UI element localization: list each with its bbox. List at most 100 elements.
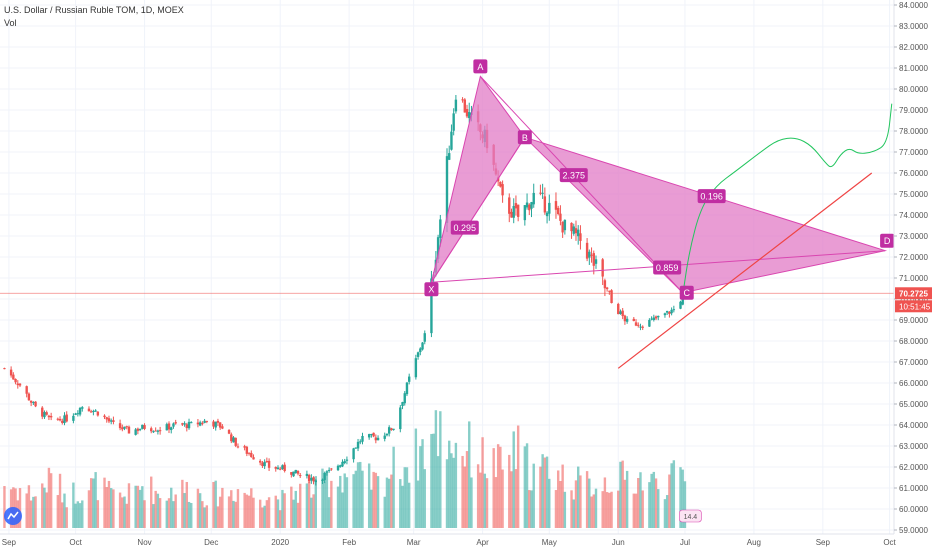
volume-bar [625, 470, 629, 528]
volume-bar [296, 502, 300, 528]
candle [672, 309, 676, 311]
ratio-label[interactable]: 2.375 [559, 168, 588, 183]
volume-bar [445, 459, 449, 528]
y-tick-label: 77.0000 [899, 148, 928, 157]
point-x-bg [424, 282, 439, 297]
candle [330, 468, 333, 470]
volume-bar [432, 433, 435, 528]
volume-bar [450, 453, 453, 528]
volume-bar [134, 485, 137, 528]
candle [374, 437, 378, 441]
volume-bar [494, 477, 498, 528]
ratio-label-bg [653, 260, 682, 275]
volume-bar [570, 490, 573, 528]
point-x-text: X [428, 285, 434, 295]
candle [359, 441, 362, 443]
ratio-label[interactable]: 0.196 [697, 189, 726, 204]
volume-bar [668, 474, 671, 528]
candle [9, 369, 13, 376]
volume-bar [78, 503, 82, 528]
candle [81, 407, 84, 409]
volume-bar [236, 489, 240, 528]
candle [654, 316, 658, 319]
volume-bar [47, 467, 51, 528]
candle [170, 427, 173, 431]
x-tick-label: Sep [2, 538, 17, 547]
candle [261, 462, 264, 466]
volume-bar [152, 504, 155, 528]
candle [399, 407, 402, 430]
volume-bar [601, 491, 604, 528]
volume-bar [650, 473, 653, 528]
candle [543, 196, 547, 213]
candle [121, 427, 124, 430]
volume-bar [198, 493, 202, 528]
volume-bar [227, 496, 231, 528]
candle [532, 192, 535, 205]
ratio-label-text: 0.859 [656, 263, 679, 273]
candle [617, 303, 620, 315]
candle [370, 434, 373, 436]
candle [165, 424, 168, 431]
candle [87, 408, 91, 412]
candle [450, 131, 453, 150]
volume-bar [403, 467, 406, 528]
y-tick-label: 59.0000 [899, 526, 928, 535]
candle [127, 426, 131, 434]
volume-bar [619, 461, 622, 528]
point-x[interactable]: X [424, 282, 439, 297]
point-c-text: C [683, 288, 690, 298]
volume-bar [556, 470, 560, 528]
candle [190, 422, 193, 424]
candle [401, 402, 404, 407]
volume-bar [218, 496, 222, 528]
volume-bar [670, 463, 673, 528]
tradingview-logo-icon[interactable] [4, 507, 22, 525]
volume-bar [312, 494, 315, 528]
volume-bar [448, 440, 451, 528]
volume-bar [321, 468, 324, 528]
point-a[interactable]: A [473, 59, 488, 74]
candle [72, 415, 75, 421]
volume-bar [641, 490, 644, 528]
legend: U.S. Dollar / Russian Ruble TOM, 1D, MOE… [4, 4, 184, 30]
candle [563, 219, 567, 231]
y-tick-label: 74.0000 [899, 211, 928, 220]
candle [341, 461, 344, 467]
y-tick-label: 66.0000 [899, 379, 928, 388]
x-tick-label: Oct [69, 538, 82, 547]
volume-bar [127, 483, 131, 528]
candle [296, 471, 300, 474]
candle [158, 430, 162, 432]
ratio-label[interactable]: 0.859 [653, 260, 682, 275]
volume-bar [336, 486, 340, 528]
volume-bar [354, 470, 358, 528]
candle [356, 441, 360, 449]
y-tick-label: 62.0000 [899, 463, 928, 472]
candle [49, 415, 53, 418]
volume-bar [654, 478, 658, 528]
y-tick-label: 75.0000 [899, 190, 928, 199]
volume-bar [516, 425, 520, 528]
point-d[interactable]: D [880, 233, 895, 248]
ratio-label[interactable]: 0.295 [450, 220, 479, 235]
projection-curve [682, 103, 893, 295]
candle [639, 326, 642, 328]
x-tick-label: Feb [342, 538, 356, 547]
candle [230, 434, 233, 442]
point-b[interactable]: B [517, 130, 532, 145]
candle [187, 421, 191, 429]
candle [625, 318, 629, 322]
candle [76, 413, 80, 415]
countdown-bg [895, 300, 932, 313]
point-d-bg [880, 233, 895, 248]
volume-bar [683, 481, 687, 528]
volume-bar [605, 492, 609, 528]
candle [138, 429, 142, 431]
volume-bar [485, 478, 489, 528]
point-c[interactable]: C [679, 285, 694, 300]
x-tick-label: Mar [407, 538, 421, 547]
candle [354, 447, 358, 449]
